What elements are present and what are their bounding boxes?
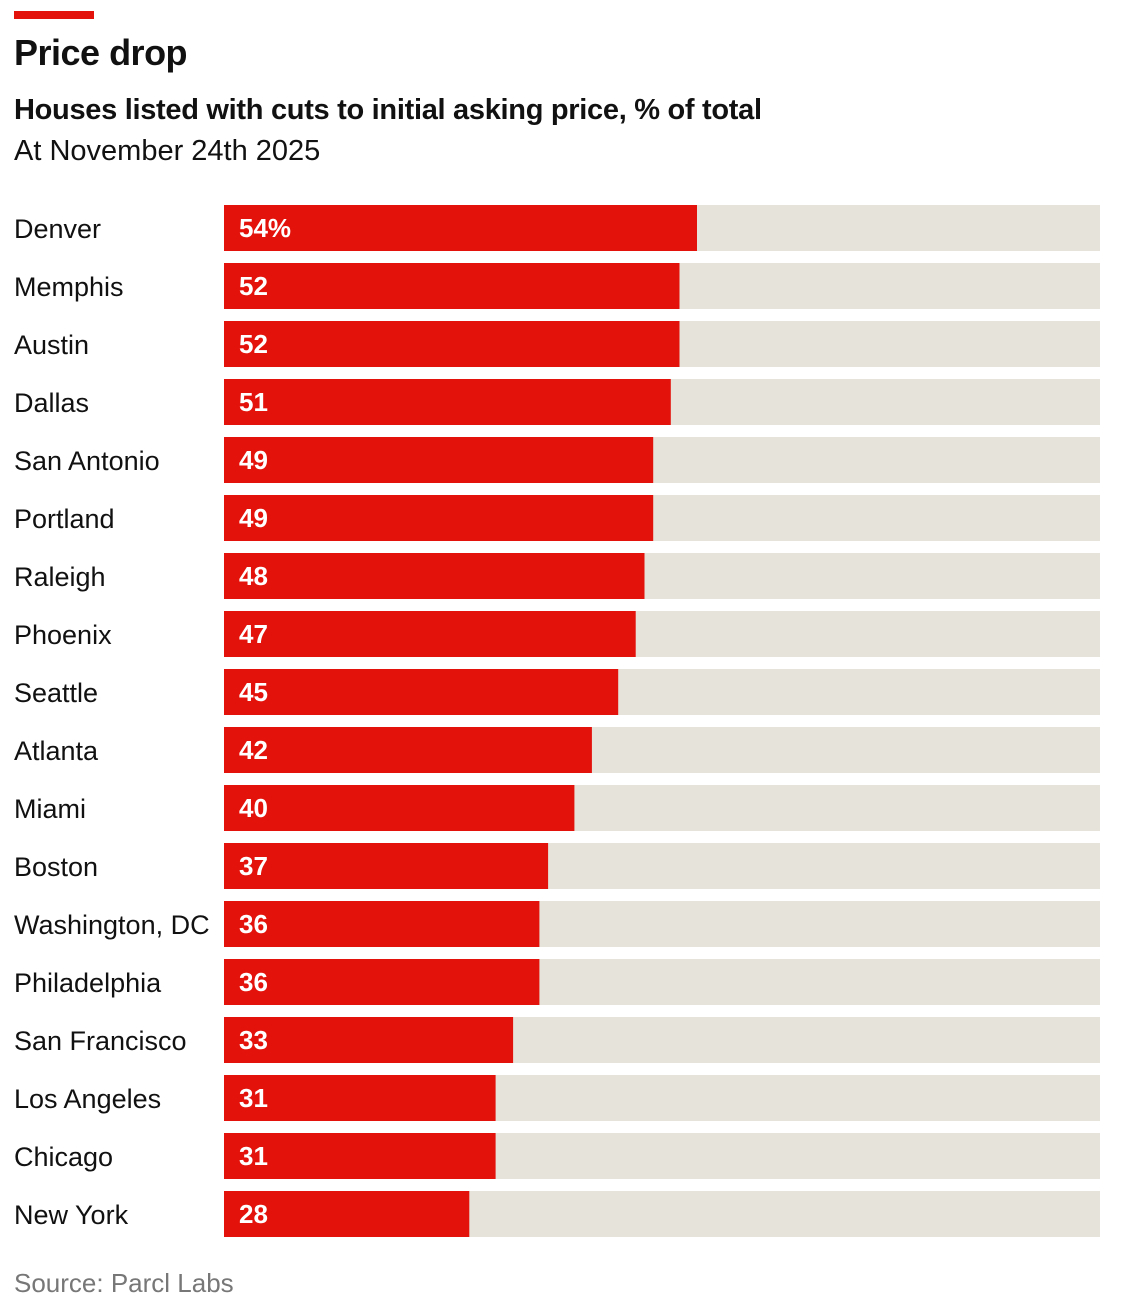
category-label: Seattle [14, 678, 98, 708]
value-label: 47 [239, 619, 268, 649]
bar [224, 205, 697, 251]
category-label: Memphis [14, 272, 124, 302]
value-label: 48 [239, 561, 268, 591]
value-label: 37 [239, 851, 268, 881]
category-label: San Francisco [14, 1026, 187, 1056]
category-label: Washington, DC [14, 910, 210, 940]
bar [224, 1017, 514, 1063]
bar [224, 495, 654, 541]
value-label: 40 [239, 793, 268, 823]
category-label: Austin [14, 330, 89, 360]
chart-date-note: At November 24th 2025 [14, 135, 321, 167]
bar [224, 959, 540, 1005]
value-label: 52 [239, 271, 268, 301]
chart-title: Price drop [14, 32, 188, 73]
value-label: 52 [239, 329, 268, 359]
category-label: Phoenix [14, 620, 112, 650]
value-label: 45 [239, 677, 268, 707]
category-label: Denver [14, 214, 101, 244]
bar [224, 1133, 496, 1179]
value-label: 31 [239, 1083, 268, 1113]
bar [224, 785, 575, 831]
bar [224, 727, 592, 773]
value-label: 49 [239, 503, 268, 533]
category-label: Atlanta [14, 736, 99, 766]
bar [224, 843, 549, 889]
value-label: 33 [239, 1025, 268, 1055]
category-label: Miami [14, 794, 86, 824]
bar [224, 611, 636, 657]
bar [224, 263, 680, 309]
category-label: Boston [14, 852, 98, 882]
category-label: Raleigh [14, 562, 106, 592]
value-label: 51 [239, 387, 268, 417]
category-label: Los Angeles [14, 1084, 161, 1114]
value-label: 42 [239, 735, 268, 765]
category-label: New York [14, 1200, 129, 1230]
bar [224, 437, 654, 483]
bar [224, 1191, 470, 1237]
value-label: 54% [239, 213, 291, 243]
bar [224, 1075, 496, 1121]
category-label: Portland [14, 504, 115, 534]
bar [224, 901, 540, 947]
category-label: San Antonio [14, 446, 160, 476]
category-label: Dallas [14, 388, 89, 418]
brand-accent-bar [14, 11, 94, 19]
category-label: Philadelphia [14, 968, 162, 998]
chart-subtitle: Houses listed with cuts to initial askin… [14, 94, 762, 126]
bar [224, 553, 645, 599]
source-note: Source: Parcl Labs [14, 1268, 234, 1298]
value-label: 36 [239, 967, 268, 997]
bar [224, 669, 619, 715]
value-label: 49 [239, 445, 268, 475]
value-label: 31 [239, 1141, 268, 1171]
value-label: 28 [239, 1199, 268, 1229]
bar [224, 321, 680, 367]
bar [224, 379, 671, 425]
value-label: 36 [239, 909, 268, 939]
category-label: Chicago [14, 1142, 113, 1172]
